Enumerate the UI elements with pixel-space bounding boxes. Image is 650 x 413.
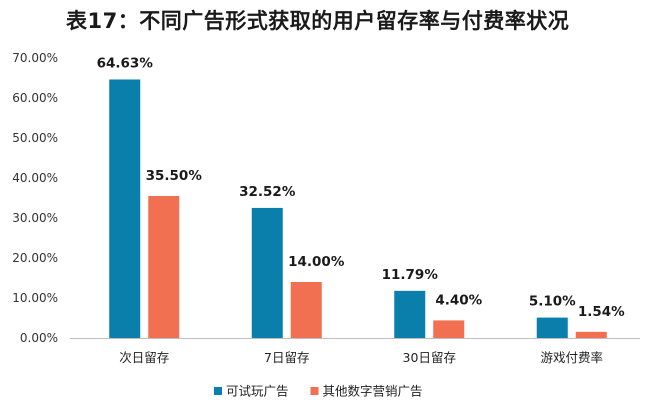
- bar-other-digital-ads: [433, 320, 465, 338]
- x-tick-label: 7日留存: [264, 350, 309, 365]
- x-tick-label: 次日留存: [119, 350, 169, 365]
- legend-label: 其他数字营销广告: [323, 384, 423, 399]
- bar-other-digital-ads: [575, 331, 607, 338]
- data-label: 32.52%: [239, 184, 296, 200]
- data-label: 5.10%: [529, 294, 576, 310]
- y-tick-label: 60.00%: [12, 91, 58, 105]
- data-label: 11.79%: [382, 267, 439, 283]
- legend: 可试玩广告 其他数字营销广告: [214, 384, 423, 399]
- bar-playable-ads: [394, 290, 426, 338]
- y-tick-label: 30.00%: [12, 211, 58, 225]
- data-label: 14.00%: [288, 254, 345, 270]
- x-axis: 次日留存 7日留存 30日留存 游戏付费率: [70, 338, 640, 365]
- data-label: 64.63%: [97, 55, 154, 71]
- legend-swatch: [214, 387, 222, 395]
- chart-title: 表17：不同广告形式获取的用户留存率与付费率状况: [66, 9, 570, 33]
- y-axis: 0.00% 10.00% 20.00% 30.00% 40.00% 50.00% 60.00…: [12, 51, 58, 345]
- y-tick-label: 50.00%: [12, 131, 58, 145]
- x-tick-label: 30日留存: [403, 350, 456, 365]
- data-label: 1.54%: [578, 304, 625, 320]
- data-labels: 64.63% 35.50% 32.52% 14.00% 11.79% 4.40% 5.10%…: [97, 55, 626, 319]
- bar-playable-ads: [251, 207, 283, 338]
- y-tick-label: 70.00%: [12, 51, 58, 65]
- bar-playable-ads: [536, 317, 568, 338]
- legend-label: 可试玩广告: [226, 384, 289, 399]
- legend-swatch: [310, 387, 319, 395]
- y-tick-label: 20.00%: [12, 251, 58, 265]
- y-tick-label: 40.00%: [12, 171, 58, 185]
- data-label: 4.40%: [435, 292, 482, 308]
- bar-other-digital-ads: [148, 196, 180, 338]
- y-tick-label: 10.00%: [12, 291, 58, 305]
- bar-other-digital-ads: [290, 282, 322, 338]
- data-label: 35.50%: [146, 168, 203, 184]
- y-tick-label: 0.00%: [20, 331, 58, 345]
- bars: [109, 79, 607, 338]
- x-tick-label: 游戏付费率: [540, 350, 603, 365]
- bar-playable-ads: [109, 79, 141, 338]
